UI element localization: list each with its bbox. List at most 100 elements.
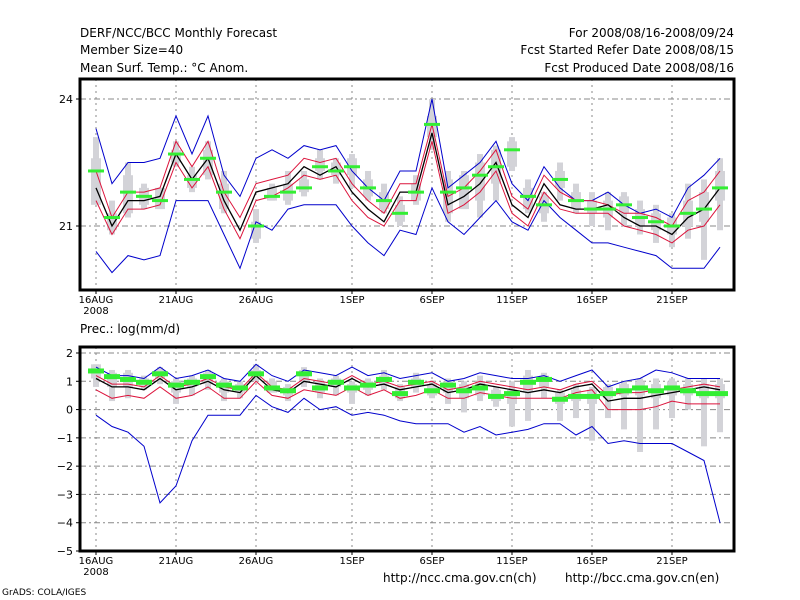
prec-median-mark bbox=[88, 368, 104, 374]
temp-year-label: 2008 bbox=[83, 306, 108, 317]
temp-xtick-label: 21SEP bbox=[656, 295, 687, 306]
prec-whisker-bar bbox=[653, 378, 659, 430]
prec-series-std-lower bbox=[95, 380, 720, 411]
temp-median-mark bbox=[408, 190, 424, 194]
prec-median-mark bbox=[680, 388, 696, 394]
temp-box bbox=[155, 187, 165, 210]
prec-median-mark bbox=[568, 393, 584, 399]
temp-ytick-label: 24 bbox=[59, 93, 73, 106]
chart-title: DERF/NCC/BCC Monthly Forecast bbox=[80, 26, 278, 40]
prec-xtick-label: 26AUG bbox=[239, 556, 274, 567]
temp-box bbox=[203, 149, 213, 176]
prec-median-mark bbox=[280, 388, 296, 394]
prec-series-min bbox=[95, 394, 721, 523]
prec-xtick-label: 11SEP bbox=[496, 556, 527, 567]
prec-median-mark bbox=[184, 379, 200, 385]
prec-median-mark bbox=[232, 385, 248, 391]
temp-median-mark bbox=[600, 207, 616, 211]
member-size: Member Size=40 bbox=[80, 43, 184, 57]
temp-median-mark bbox=[392, 211, 408, 215]
forecast-period: For 2008/08/16-2008/09/24 bbox=[568, 26, 734, 40]
temp-median-mark bbox=[136, 194, 152, 198]
forecast-started-date: Fcst Started Refer Date 2008/08/15 bbox=[520, 43, 734, 57]
prec-xtick-label: 21SEP bbox=[656, 556, 687, 567]
prec-year-label: 2008 bbox=[83, 567, 108, 578]
temp-median-mark bbox=[504, 148, 520, 152]
temp-median-mark bbox=[152, 199, 168, 203]
temp-median-mark bbox=[104, 216, 120, 220]
prec-whisker-bar bbox=[669, 378, 675, 419]
prec-ytick-label: −3 bbox=[57, 488, 73, 501]
temp-box bbox=[331, 162, 341, 176]
url-en-link[interactable]: http://bcc.cma.gov.cn(en) bbox=[565, 571, 720, 585]
temp-median-mark bbox=[696, 207, 712, 211]
prec-median-mark bbox=[536, 376, 552, 382]
temp-box bbox=[459, 175, 469, 210]
temp-median-mark bbox=[584, 207, 600, 211]
temp-xtick-label: 21AUG bbox=[159, 295, 194, 306]
temp-box bbox=[171, 149, 181, 163]
temp-median-mark bbox=[296, 186, 312, 190]
temp-median-mark bbox=[328, 169, 344, 173]
temp-median-mark bbox=[184, 177, 200, 181]
prec-whisker-bar bbox=[701, 378, 707, 447]
prec-median-mark bbox=[344, 385, 360, 391]
prec-median-mark bbox=[120, 376, 136, 382]
temp-series-max bbox=[95, 98, 721, 219]
prec-median-mark bbox=[200, 374, 216, 380]
temp-median-mark bbox=[120, 190, 136, 194]
temp-median-mark bbox=[664, 224, 680, 228]
prec-ytick-label: −5 bbox=[57, 545, 73, 558]
temp-median-mark bbox=[472, 173, 488, 177]
temp-box bbox=[523, 187, 533, 210]
prec-median-mark bbox=[264, 385, 280, 391]
grads-credit: GrADS: COLA/IGES bbox=[2, 588, 87, 598]
prec-ytick-label: −4 bbox=[57, 517, 73, 530]
prec-whisker-bar bbox=[557, 389, 563, 421]
prec-median-mark bbox=[216, 382, 232, 388]
temp-median-mark bbox=[344, 165, 360, 169]
temp-box bbox=[475, 162, 485, 201]
prec-ytick-label: 0 bbox=[66, 404, 73, 417]
temp-xtick-label: 16SEP bbox=[576, 295, 607, 306]
temp-panel-label: Mean Surf. Temp.: °C Anom. bbox=[80, 61, 249, 75]
prec-xtick-label: 1SEP bbox=[339, 556, 364, 567]
temp-xtick-label: 26AUG bbox=[239, 295, 274, 306]
temp-median-mark bbox=[568, 199, 584, 203]
temp-box bbox=[299, 179, 309, 193]
prec-ytick-label: 2 bbox=[66, 347, 73, 360]
prec-whisker-bar bbox=[525, 369, 531, 421]
temp-box bbox=[219, 183, 229, 210]
prec-median-mark bbox=[632, 385, 648, 391]
prec-median-mark bbox=[248, 371, 264, 377]
prec-median-mark bbox=[136, 379, 152, 385]
prec-median-mark bbox=[488, 393, 504, 399]
temp-median-mark bbox=[280, 190, 296, 194]
url-ch-link[interactable]: http://ncc.cma.gov.cn(ch) bbox=[383, 571, 537, 585]
temp-median-mark bbox=[456, 186, 472, 190]
prec-median-mark bbox=[296, 371, 312, 377]
prec-median-mark bbox=[648, 388, 664, 394]
prec-median-mark bbox=[712, 391, 728, 397]
temp-median-mark bbox=[360, 186, 376, 190]
temp-median-mark bbox=[552, 177, 568, 181]
prec-box bbox=[107, 372, 117, 387]
prec-xtick-label: 16SEP bbox=[576, 556, 607, 567]
prec-median-mark bbox=[152, 371, 168, 377]
prec-whisker-bar bbox=[589, 386, 595, 441]
temp-median-mark bbox=[200, 156, 216, 160]
temp-median-mark bbox=[216, 190, 232, 194]
prec-panel-label: Prec.: log(mm/d) bbox=[80, 322, 181, 336]
prec-median-mark bbox=[600, 391, 616, 397]
prec-series-max bbox=[95, 363, 720, 388]
temp-box bbox=[507, 141, 517, 167]
prec-median-mark bbox=[472, 385, 488, 391]
prec-median-mark bbox=[696, 391, 712, 397]
temp-box bbox=[251, 221, 261, 239]
temp-xtick-label: 16AUG bbox=[79, 295, 114, 306]
prec-median-mark bbox=[312, 385, 328, 391]
prec-median-mark bbox=[584, 393, 600, 399]
prec-median-mark bbox=[376, 376, 392, 382]
prec-ytick-label: −2 bbox=[57, 460, 73, 473]
